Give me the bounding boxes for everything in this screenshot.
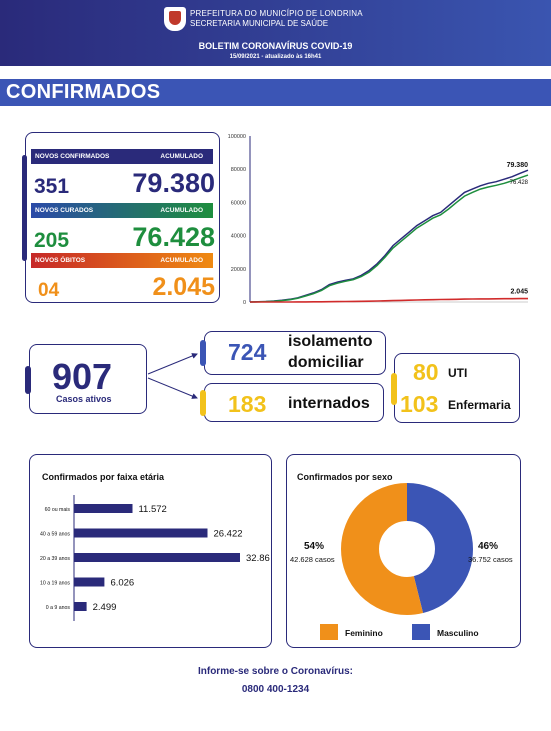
bar — [74, 528, 208, 538]
legend-masculino-label: Masculino — [437, 628, 479, 638]
feminino-percent: 54% — [304, 541, 325, 552]
end-label-curados: 76.428 — [510, 180, 529, 186]
cumulative-line-chart: 100000 80000 60000 40000 20000 0 79.380 76.428 2… — [228, 134, 529, 306]
uti-label: UTI — [448, 366, 468, 380]
bar-value-label: 32.861 — [246, 553, 270, 564]
bar — [74, 577, 105, 587]
category-label: 10 a 19 anos — [40, 581, 70, 587]
arrows — [147, 353, 198, 399]
bar — [74, 602, 87, 611]
bar-value-label: 2.499 — [93, 602, 117, 613]
feminino-cases: 42.628 casos — [290, 555, 335, 564]
isolamento-label-1: isolamento — [288, 333, 373, 350]
section-title: CONFIRMADOS — [6, 81, 161, 103]
age-bar-chart: 60 ou mais 11.572 40 a 59 anos 26.422 20 a 3… — [40, 495, 270, 621]
boletim-title: BOLETIM CORONAVÍRUS COVID-19 — [198, 41, 353, 51]
bar-value-label: 11.572 — [138, 504, 166, 515]
internados-box — [204, 383, 384, 422]
curados-label-bar: NOVOS CURADOS ACUMULADO — [31, 203, 213, 218]
isolamento-value: 724 — [228, 339, 267, 365]
isolamento-box — [204, 331, 386, 375]
arrow-to-isolamento — [147, 353, 198, 375]
footer-phone[interactable]: 0800 400-1234 — [241, 684, 310, 695]
y-tick-label: 100000 — [228, 134, 246, 140]
masculino-cases: 36.752 casos — [468, 555, 513, 564]
active-total-label: Casos ativos — [56, 394, 112, 404]
series-line-curados — [249, 174, 529, 303]
bar — [74, 553, 240, 562]
confirmados-label-bar: NOVOS CONFIRMADOS ACUMULADO — [31, 149, 213, 164]
series-line-confirmados — [249, 169, 529, 303]
active-total-value: 907 — [52, 356, 113, 397]
category-label: 0 a 9 anos — [46, 605, 71, 611]
active-accent — [25, 366, 31, 394]
acumulado-obitos-value: 2.045 — [152, 273, 215, 301]
active-cases-box — [29, 344, 147, 414]
card-accent — [22, 155, 27, 261]
enfermaria-value: 103 — [400, 391, 439, 417]
section-bar — [0, 79, 551, 106]
end-label-confirmados: 79.380 — [507, 162, 529, 169]
category-label: 40 a 59 anos — [40, 532, 70, 538]
internados-label: internados — [288, 395, 370, 412]
series-line-óbitos — [250, 297, 528, 303]
enfermaria-label: Enfermaria — [448, 398, 511, 412]
arrow-to-internados — [147, 377, 198, 399]
acumulado-confirmados-value: 79.380 — [132, 168, 215, 198]
category-label: 60 ou mais — [45, 507, 71, 513]
isolamento-accent — [200, 340, 206, 366]
obitos-label-bar: NOVOS ÓBITOS ACUMULADO — [31, 253, 213, 268]
bar — [74, 504, 133, 513]
y-tick-label: 40000 — [231, 234, 246, 240]
acumulado-label: ACUMULADO — [160, 257, 203, 264]
novos-curados-value: 205 — [34, 229, 70, 252]
bar-value-label: 26.422 — [213, 529, 242, 540]
internados-value: 183 — [228, 391, 267, 417]
novos-obitos-value: 04 — [38, 280, 60, 301]
masculino-percent: 46% — [478, 541, 499, 552]
y-tick-label: 20000 — [231, 267, 246, 273]
londrina-crest-icon — [164, 7, 186, 31]
secretaria-title: SECRETARIA MUNICIPAL DE SAÚDE — [190, 19, 329, 28]
acumulado-label: ACUMULADO — [160, 153, 203, 160]
update-datetime: 15/09/2021 - atualizado às 16h41 — [229, 54, 322, 60]
internados-accent — [200, 390, 206, 416]
isolamento-label-2: domiciliar — [288, 354, 364, 371]
acumulado-label: ACUMULADO — [160, 207, 203, 214]
novos-obitos-label: NOVOS ÓBITOS — [35, 257, 86, 264]
legend-masculino-swatch — [412, 624, 430, 640]
legend-feminino-label: Feminino — [345, 628, 383, 638]
novos-curados-label: NOVOS CURADOS — [35, 207, 94, 214]
legend-feminino-swatch — [320, 624, 338, 640]
y-tick-label: 80000 — [231, 167, 246, 173]
prefeitura-title: PREFEITURA DO MUNICÍPIO DE LONDRINA — [190, 9, 363, 18]
sex-donut-chart — [341, 483, 473, 615]
uti-value: 80 — [413, 359, 439, 385]
end-label-óbitos: 2.045 — [510, 289, 528, 296]
bar-value-label: 6.026 — [110, 578, 134, 589]
slice-feminino — [341, 483, 473, 615]
novos-confirmados-label: NOVOS CONFIRMADOS — [35, 153, 110, 160]
category-label: 20 a 39 anos — [40, 556, 70, 562]
leitos-box — [394, 353, 520, 423]
age-chart-title: Confirmados por faixa etária — [42, 472, 165, 482]
header-banner — [0, 0, 551, 66]
age-chart-card — [29, 454, 272, 648]
y-tick-label: 0 — [243, 300, 246, 306]
footer-info: Informe-se sobre o Coronavírus: — [197, 666, 354, 677]
novos-confirmados-value: 351 — [34, 175, 70, 198]
acumulado-curados-value: 76.428 — [132, 222, 215, 252]
sex-chart-title: Confirmados por sexo — [297, 472, 393, 482]
y-tick-label: 60000 — [231, 200, 246, 206]
leitos-accent — [391, 373, 397, 405]
